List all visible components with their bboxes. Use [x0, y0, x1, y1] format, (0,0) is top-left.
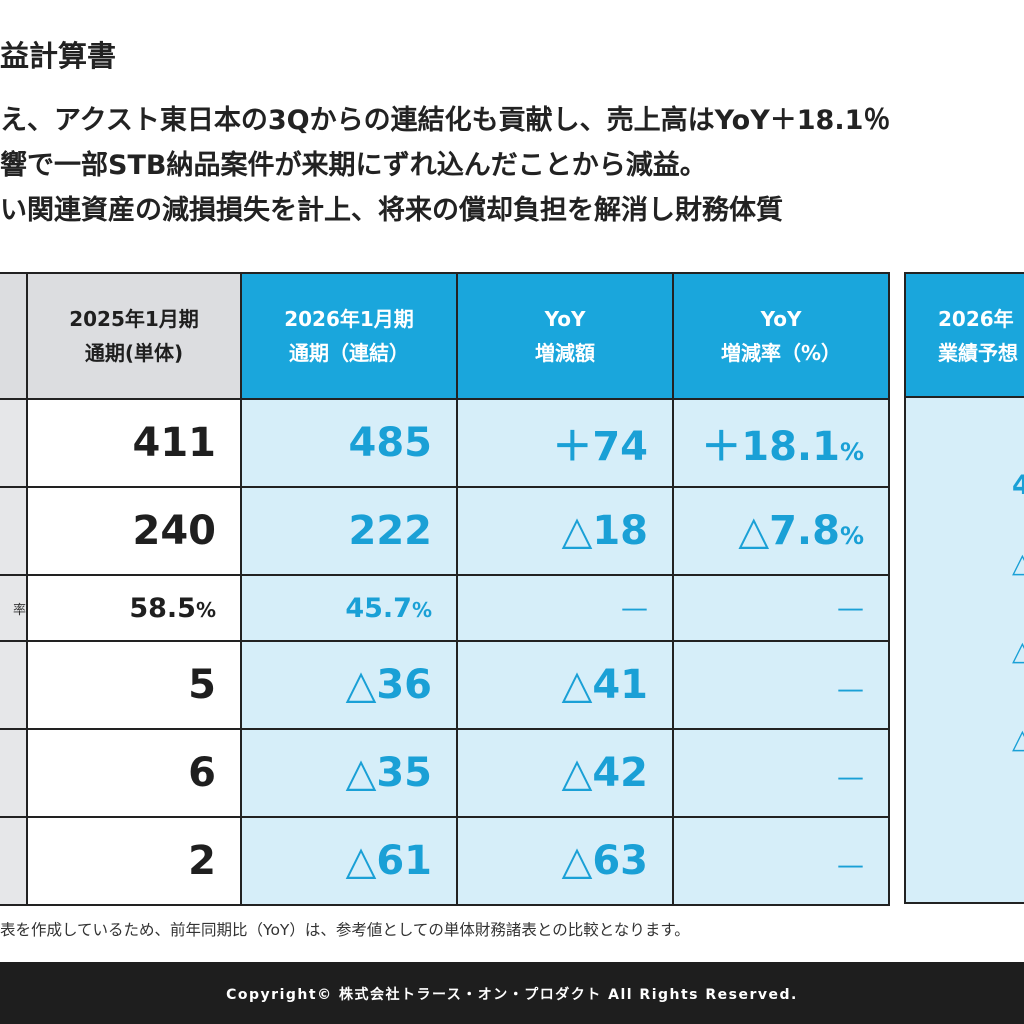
header-current-year: 2026年1月期 通期（連結） — [240, 272, 458, 400]
table-row: 6 △35 △42 — — [0, 728, 890, 818]
cell-yoy-rate: ＋18.1% — [672, 398, 890, 488]
current-rate-value: 45.7 — [345, 592, 412, 624]
cell-current: △35 — [240, 728, 458, 818]
row-label — [0, 486, 28, 576]
row-label — [0, 640, 28, 730]
percent-sign: % — [839, 522, 864, 550]
dash: — — [837, 850, 864, 881]
cell-current: 485 — [240, 398, 458, 488]
header-prev-year: 2025年1月期 通期(単体) — [26, 272, 242, 400]
dash: — — [837, 674, 864, 705]
cell-prev: 5 — [26, 640, 242, 730]
percent-sign: % — [839, 438, 864, 466]
copyright-text: Copyright© 株式会社トラース・オン・プロダクト All Rights … — [226, 987, 798, 1003]
cell-yoy-rate: — — [672, 574, 890, 642]
header-yoy-amount-line2: 増減額 — [535, 341, 595, 365]
summary-line-1: え、アクスト東日本の3Qからの連結化も貢献し、売上高はYoY＋18.1％ — [0, 105, 891, 136]
row-label — [0, 816, 28, 906]
summary-line-2: 響で一部STB納品案件が来期にずれ込んだことから減益。 — [0, 150, 707, 181]
row-label — [0, 398, 28, 488]
table-row: 5 △36 △41 — — [0, 640, 890, 730]
cell-prev: 6 — [26, 728, 242, 818]
table-row: 2 △61 △63 — — [0, 816, 890, 906]
forecast-body — [904, 398, 1024, 904]
table-row: 率 58.5% 45.7% — — — [0, 574, 890, 642]
row-label-header — [0, 272, 28, 400]
cell-yoy-amount: ＋74 — [456, 398, 674, 488]
header-current-year-line1: 2026年1月期 — [284, 307, 414, 331]
cell-prev: 240 — [26, 486, 242, 576]
table-header-row: 2025年1月期 通期(単体) 2026年1月期 通期（連結） YoY 増減額 … — [0, 272, 890, 400]
dash: — — [837, 592, 864, 624]
cell-yoy-amount: △18 — [456, 486, 674, 576]
header-forecast-line2: 業績予想 — [938, 341, 1018, 365]
cell-current: 222 — [240, 486, 458, 576]
footnote: 表を作成しているため、前年同期比（YoY）は、参考値としての単体財務諸表との比較… — [0, 921, 690, 939]
yoy-rate-value: △7.8 — [738, 508, 840, 554]
cell-yoy-amount: — — [456, 574, 674, 642]
cell-current: △61 — [240, 816, 458, 906]
prev-rate-value: 58.5 — [129, 592, 196, 624]
cell-current: 45.7% — [240, 574, 458, 642]
header-prev-year-line1: 2025年1月期 — [69, 307, 199, 331]
forecast-column: 2026年 業績予想 4 △ △ △ — [904, 272, 1024, 904]
cell-prev: 411 — [26, 398, 242, 488]
header-forecast-line1: 2026年 — [938, 307, 1014, 331]
percent-sign: % — [195, 597, 216, 622]
header-forecast: 2026年 業績予想 — [904, 272, 1024, 398]
forecast-value: 4 — [1012, 470, 1024, 501]
cell-yoy-rate: — — [672, 728, 890, 818]
row-label — [0, 728, 28, 818]
footer-bar: Copyright© 株式会社トラース・オン・プロダクト All Rights … — [0, 962, 1024, 1024]
header-yoy-rate-line2: 増減率（%） — [720, 341, 842, 365]
header-yoy-rate-line1: YoY — [760, 307, 802, 331]
cell-current: △36 — [240, 640, 458, 730]
percent-sign: % — [411, 597, 432, 622]
table-row: 240 222 △18 △7.8% — [0, 486, 890, 576]
financial-table: 2025年1月期 通期(単体) 2026年1月期 通期（連結） YoY 増減額 … — [0, 272, 890, 906]
row-label: 率 — [0, 574, 28, 642]
forecast-value: △ — [1012, 636, 1024, 667]
cell-prev: 2 — [26, 816, 242, 906]
cell-yoy-amount: △63 — [456, 816, 674, 906]
cell-yoy-rate: — — [672, 816, 890, 906]
forecast-value: △ — [1012, 548, 1024, 579]
yoy-rate-value: ＋18.1 — [701, 424, 840, 470]
cell-yoy-amount: △42 — [456, 728, 674, 818]
cell-yoy-amount: △41 — [456, 640, 674, 730]
header-prev-year-line2: 通期(単体) — [84, 341, 184, 365]
forecast-value: △ — [1012, 724, 1024, 755]
table-row: 411 485 ＋74 ＋18.1% — [0, 398, 890, 488]
page-title: 益計算書 — [0, 39, 117, 73]
dash: — — [621, 592, 648, 624]
dash: — — [837, 762, 864, 793]
header-current-year-line2: 通期（連結） — [289, 341, 409, 365]
cell-yoy-rate: — — [672, 640, 890, 730]
header-yoy-amount: YoY 増減額 — [456, 272, 674, 400]
cell-prev: 58.5% — [26, 574, 242, 642]
header-yoy-rate: YoY 増減率（%） — [672, 272, 890, 400]
summary-line-3: い関連資産の減損損失を計上、将来の償却負担を解消し財務体質 — [0, 195, 783, 226]
cell-yoy-rate: △7.8% — [672, 486, 890, 576]
header-yoy-amount-line1: YoY — [544, 307, 586, 331]
